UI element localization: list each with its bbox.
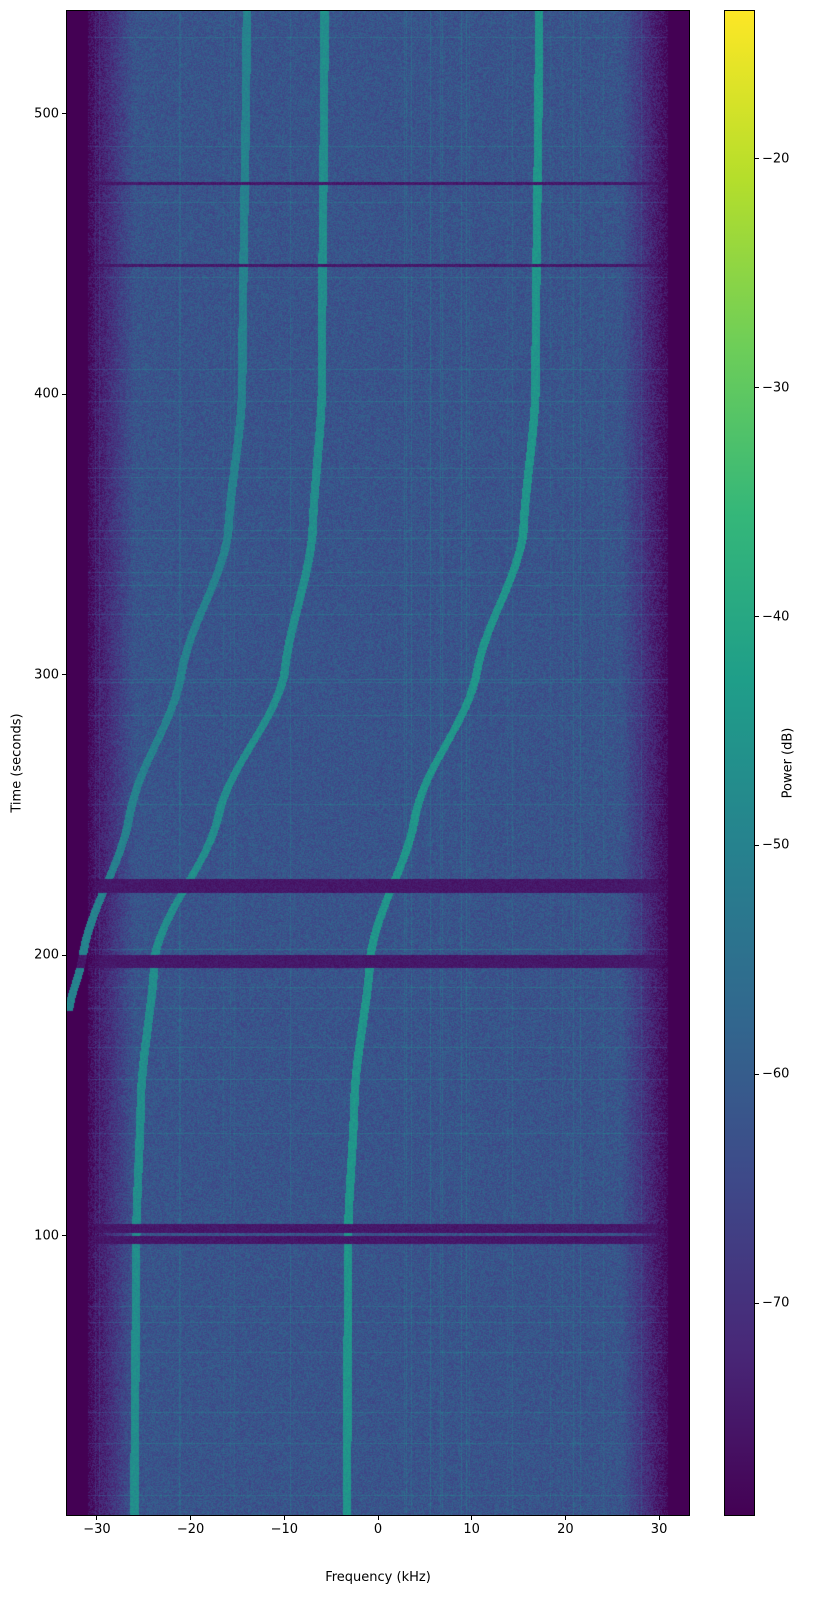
x-tick [658,1516,660,1520]
y-tick [62,1235,66,1237]
x-tick-label: −20 [176,1522,205,1537]
x-tick [471,1516,473,1520]
y-tick-label: 200 [34,947,59,963]
colorbar-tick [755,158,759,160]
x-tick-label: 0 [373,1522,383,1537]
x-axis-label: Frequency (kHz) [325,1570,431,1585]
y-axis-label: Time (seconds) [9,713,25,813]
x-tick-label: −10 [270,1522,299,1537]
x-tick [564,1516,566,1520]
x-tick [283,1516,285,1520]
y-tick-label: 400 [34,386,59,402]
y-tick-label: 300 [34,667,59,683]
x-tick-label: 20 [557,1522,574,1537]
x-tick-label: 30 [650,1522,668,1537]
colorbar-tick [755,1073,759,1075]
colorbar-tick [755,1302,759,1304]
colorbar-tick-label: −30 [762,380,790,396]
y-tick-label: 100 [34,1228,59,1244]
spectrogram-image [66,10,690,1516]
colorbar-tick [755,387,759,389]
y-tick [62,674,66,676]
plot-area [66,10,690,1516]
y-tick-label: 500 [34,106,59,122]
x-tick-label: −30 [83,1522,111,1537]
colorbar-tick [755,844,759,846]
colorbar-tick-label: −20 [762,151,790,167]
y-tick [62,113,66,115]
y-tick [62,393,66,395]
x-tick [190,1516,192,1520]
x-tick-label: 10 [463,1522,480,1537]
colorbar-tick-label: −50 [762,837,790,853]
x-tick [96,1516,98,1520]
colorbar-tick-label: −40 [762,609,790,625]
colorbar-tick-label: −70 [762,1295,790,1311]
colorbar-label: Power (dB) [780,727,796,799]
x-tick [377,1516,379,1520]
colorbar-tick-label: −60 [762,1066,790,1082]
y-tick [62,954,66,956]
colorbar-tick [755,616,759,618]
colorbar [724,10,755,1516]
